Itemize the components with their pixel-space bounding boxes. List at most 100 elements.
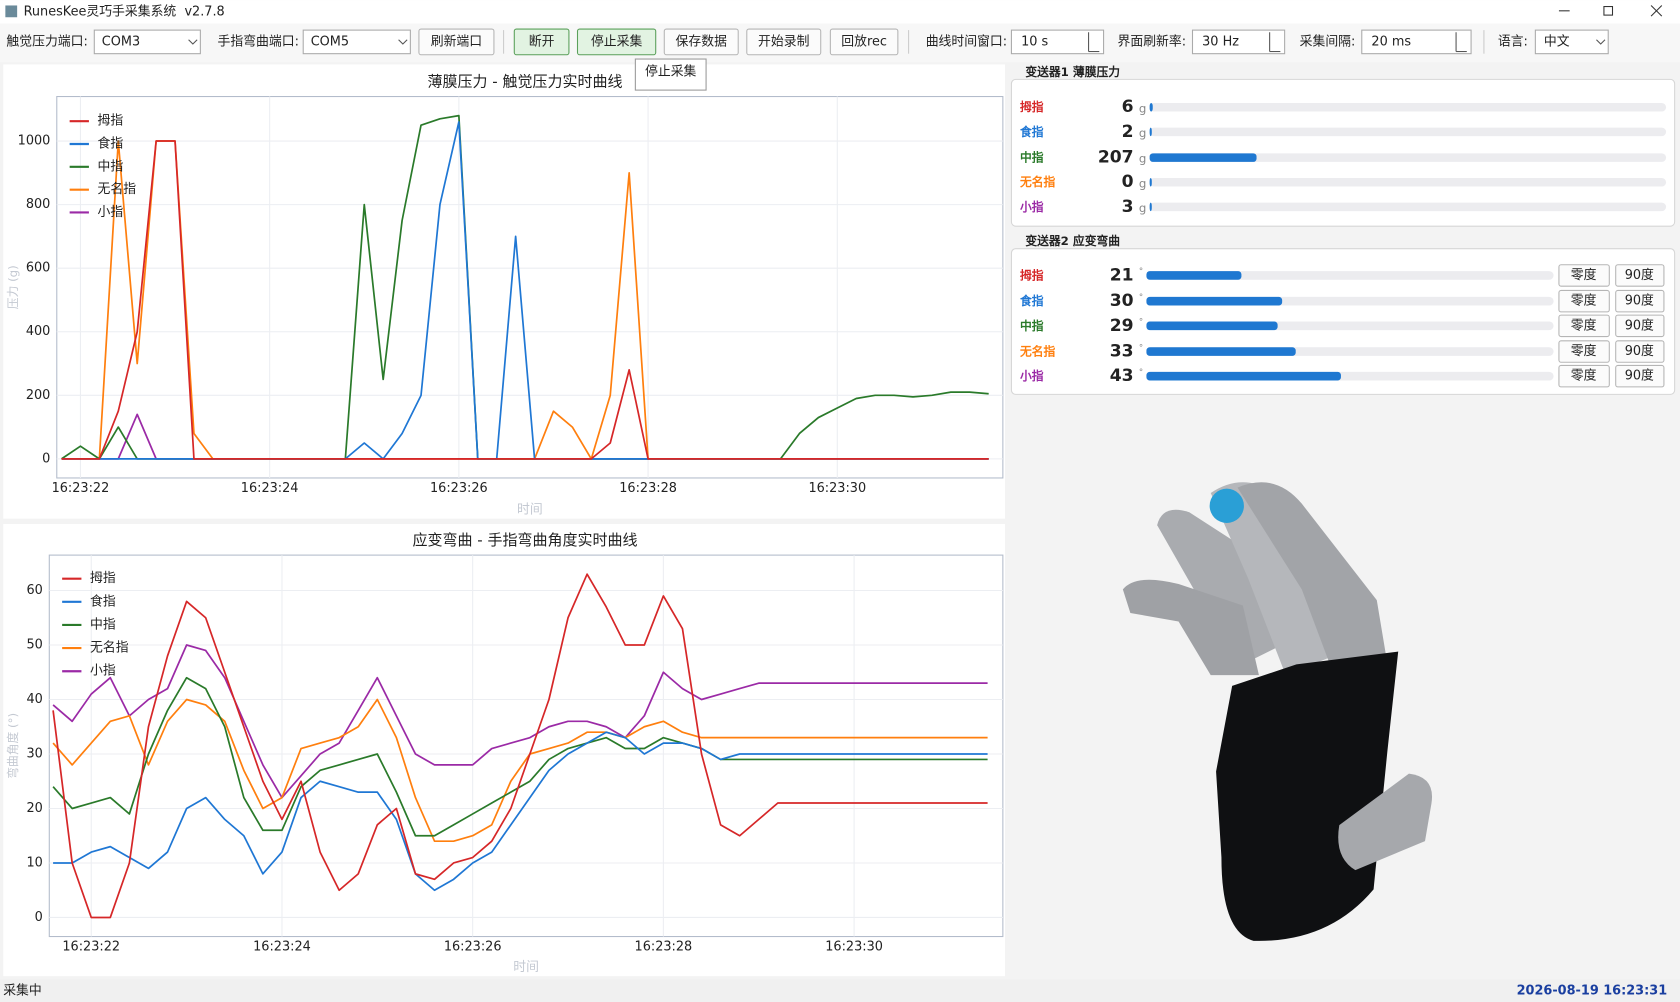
legend-label: 拇指	[98, 114, 124, 129]
app-icon	[5, 5, 18, 18]
legend-label: 无名指	[90, 640, 129, 656]
finger-label: 食指	[1020, 125, 1044, 139]
series-line	[53, 731, 988, 892]
button[interactable]	[1615, 264, 1665, 287]
y-tick-label: 1000	[18, 134, 51, 149]
y-tick-label: 0	[35, 910, 43, 925]
button[interactable]	[1558, 314, 1610, 338]
unit: g	[1139, 176, 1146, 190]
button[interactable]	[829, 28, 899, 56]
toolbar-buttons: 刷新端口 断开 停止采集 保存数据 开始录制 回放rec	[418, 28, 899, 56]
button[interactable]	[418, 28, 495, 56]
finger-label: 小指	[1019, 200, 1044, 214]
button[interactable]	[1558, 340, 1610, 363]
y-axis-title: 弯曲角度 (°)	[6, 713, 20, 779]
title-bar	[0, 0, 1680, 24]
button-label[interactable]: 停止采集	[591, 33, 643, 49]
hand-model	[1122, 482, 1433, 941]
button-label[interactable]: 零度	[1571, 343, 1597, 359]
close[interactable]	[1650, 5, 1663, 17]
button[interactable]	[1615, 364, 1665, 388]
button-label[interactable]: 90度	[1625, 267, 1654, 283]
status-text: 采集中	[3, 983, 42, 999]
button-label[interactable]: 90度	[1625, 317, 1654, 333]
bar-track	[1149, 127, 1667, 137]
x-tick-label: 16:23:26	[444, 940, 502, 955]
y-axis-title: 压力 (g)	[6, 265, 20, 309]
spinbox[interactable]	[1010, 29, 1105, 55]
button-label[interactable]: 90度	[1625, 368, 1654, 384]
bar-fill	[1146, 271, 1242, 280]
label: 曲线时间窗口:	[926, 33, 1007, 49]
y-tick-label: 400	[26, 324, 51, 339]
button-label[interactable]: 保存数据	[676, 34, 728, 49]
bar-track	[1149, 102, 1667, 112]
sensor-value: 207	[1098, 148, 1134, 168]
button[interactable]	[1558, 264, 1610, 287]
button[interactable]	[576, 28, 657, 56]
chart-title: 薄膜压力 - 触觉压力实时曲线	[428, 73, 623, 91]
button[interactable]	[663, 28, 739, 56]
button[interactable]	[1558, 289, 1610, 313]
chart-title: 应变弯曲 - 手指弯曲角度实时曲线	[413, 531, 638, 549]
combo-value[interactable]: COM5	[311, 34, 349, 49]
combo[interactable]	[1534, 29, 1609, 55]
label: 手指弯曲端口:	[218, 33, 299, 49]
y-tick-label: 50	[27, 638, 43, 653]
legend-label: 小指	[90, 664, 116, 679]
panel-title: 变送器2 应变弯曲	[1025, 234, 1120, 248]
button-label[interactable]: 回放rec	[841, 34, 887, 49]
y-tick-label: 800	[26, 197, 51, 212]
maximize[interactable]	[1603, 6, 1614, 16]
button-label[interactable]: 零度	[1571, 368, 1597, 384]
x-tick-label: 16:23:24	[241, 481, 299, 496]
combo[interactable]	[302, 29, 411, 55]
spin-value[interactable]: 10 s	[1021, 34, 1048, 49]
combo[interactable]	[93, 29, 201, 55]
button[interactable]	[1615, 314, 1665, 338]
bar-fill	[1146, 296, 1283, 306]
finger-label: 无名指	[1019, 345, 1056, 359]
button-label[interactable]: 开始录制	[758, 34, 809, 49]
button[interactable]	[746, 28, 822, 56]
unit: °	[1139, 318, 1143, 328]
spin-value[interactable]: 30 Hz	[1202, 34, 1239, 49]
legend-label: 无名指	[98, 181, 137, 197]
x-tick-label: 16:23:30	[825, 940, 883, 955]
button[interactable]	[1558, 364, 1610, 388]
y-tick-label: 60	[27, 583, 43, 598]
legend-label: 食指	[90, 593, 116, 609]
button[interactable]	[1615, 340, 1665, 363]
panel-title: 变送器1 薄膜压力	[1025, 65, 1120, 79]
spin-arrows	[1088, 32, 1467, 53]
x-tick-label: 16:23:22	[62, 940, 120, 955]
spinbox[interactable]	[1191, 29, 1286, 55]
legend-label: 中指	[90, 617, 116, 632]
button-label[interactable]: 断开	[529, 34, 555, 49]
y-tick-label: 20	[27, 801, 43, 816]
label: 语言:	[1498, 34, 1528, 49]
button-label[interactable]: 零度	[1571, 293, 1597, 309]
sensor-value: 29	[1110, 316, 1134, 336]
combo-value[interactable]: 中文	[1544, 34, 1570, 49]
unit: g	[1139, 101, 1146, 115]
spinbox[interactable]	[1361, 29, 1472, 55]
button-label[interactable]: 零度	[1571, 267, 1597, 283]
spin-value[interactable]: 20 ms	[1371, 34, 1411, 49]
chart: 薄膜压力 - 触觉压力实时曲线 0 200 400 600 800 1000 16:23:22…	[3, 64, 1005, 519]
tooltip-box	[634, 58, 707, 91]
charts: 薄膜压力 - 触觉压力实时曲线0200400600800100016:23:22…	[3, 64, 1005, 977]
button-label[interactable]: 90度	[1625, 293, 1654, 309]
button[interactable]	[1615, 289, 1665, 313]
combo-value[interactable]: COM3	[102, 34, 140, 49]
button-label[interactable]: 刷新端口	[431, 33, 482, 49]
button-label[interactable]: 90度	[1625, 343, 1654, 359]
bar-fill	[1149, 102, 1153, 112]
unit: g	[1139, 201, 1146, 215]
bar-fill	[1149, 127, 1152, 137]
button-label[interactable]: 零度	[1571, 317, 1597, 333]
window-controls[interactable]	[1558, 5, 1663, 17]
button[interactable]	[513, 28, 570, 56]
